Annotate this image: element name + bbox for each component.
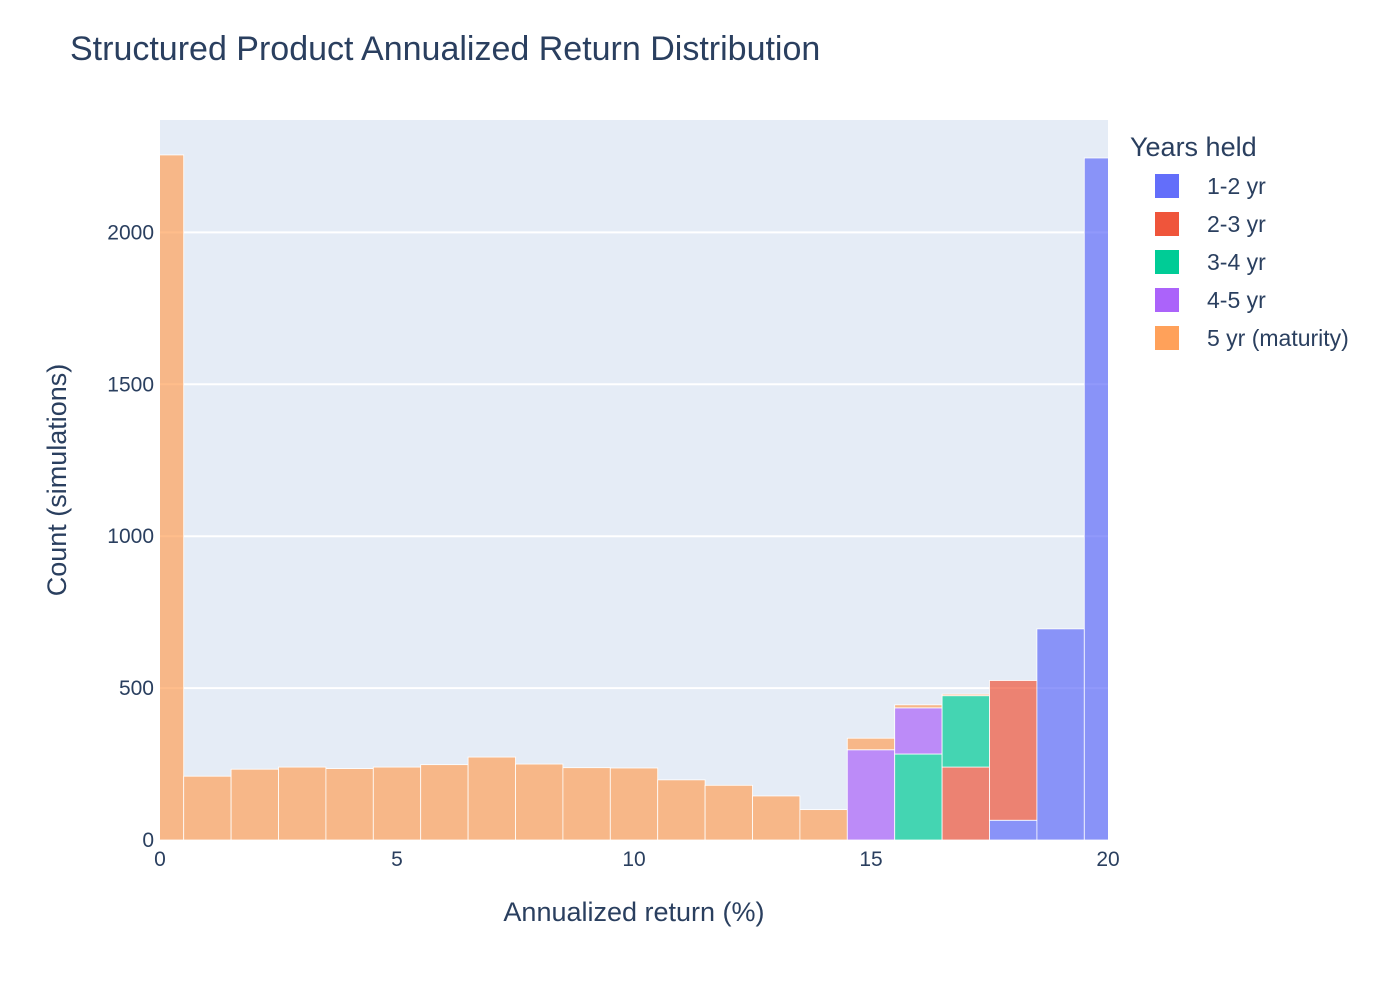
legend-title: Years held [1130, 132, 1257, 162]
y-tick-label: 500 [119, 677, 154, 700]
histogram-bar [894, 753, 943, 840]
legend-label: 5 yr (maturity) [1207, 325, 1349, 351]
histogram-bar [989, 819, 1038, 840]
axis-ticks: 0 500 1000 1500 2000 0 5 10 15 20 [107, 221, 1119, 871]
y-axis-title: Count (simulations) [42, 364, 72, 597]
histogram-bar [799, 809, 848, 840]
gridlines [160, 231, 1108, 690]
y-tick-label: 1000 [107, 525, 154, 548]
histogram-bar [515, 763, 564, 840]
legend-swatch [1155, 174, 1179, 198]
y-tick-label: 2000 [107, 221, 154, 244]
x-axis-title: Annualized return (%) [503, 897, 764, 927]
histogram-bar [278, 766, 327, 840]
histogram-bar [752, 795, 801, 840]
histogram-bar [160, 154, 185, 840]
x-tick-label: 10 [622, 848, 645, 871]
x-tick-label: 20 [1096, 848, 1119, 871]
legend-swatch [1155, 212, 1179, 236]
histogram-bar [1083, 157, 1108, 840]
histogram-bar [1036, 628, 1085, 840]
x-tick-label: 5 [391, 848, 403, 871]
legend: Years held 1-2 yr 2-3 yr 3-4 yr 4-5 yr 5 yr … [1130, 132, 1349, 351]
histogram-bar [989, 680, 1038, 821]
histogram-bar [609, 767, 659, 840]
histogram-bar [941, 766, 990, 840]
bars [160, 154, 1108, 840]
y-tick-label: 1500 [107, 373, 154, 396]
legend-label: 3-4 yr [1207, 249, 1266, 275]
histogram-bar [420, 764, 469, 840]
histogram-bar [562, 767, 611, 840]
histogram-bar [467, 756, 516, 840]
legend-swatch [1155, 288, 1179, 312]
legend-label: 2-3 yr [1207, 211, 1266, 237]
legend-swatch [1155, 326, 1179, 350]
chart-title: Structured Product Annualized Return Dis… [70, 30, 820, 68]
histogram-bar [704, 784, 753, 840]
histogram-bar [894, 707, 943, 755]
legend-label: 1-2 yr [1207, 173, 1266, 199]
legend-label: 4-5 yr [1207, 287, 1266, 313]
histogram-bar [372, 766, 422, 840]
x-tick-label: 15 [859, 848, 882, 871]
histogram-bar [657, 779, 706, 840]
histogram-bar [183, 775, 232, 840]
histogram-bar [325, 768, 374, 840]
histogram-bar [941, 695, 990, 768]
histogram-bar [846, 749, 896, 840]
x-tick-label: 0 [154, 848, 166, 871]
histogram-bar [941, 693, 990, 697]
legend-swatch [1155, 250, 1179, 274]
histogram-bar [230, 768, 279, 840]
histogram-bar [846, 737, 896, 751]
y-tick-label: 0 [142, 829, 154, 852]
histogram-bar [894, 704, 943, 709]
